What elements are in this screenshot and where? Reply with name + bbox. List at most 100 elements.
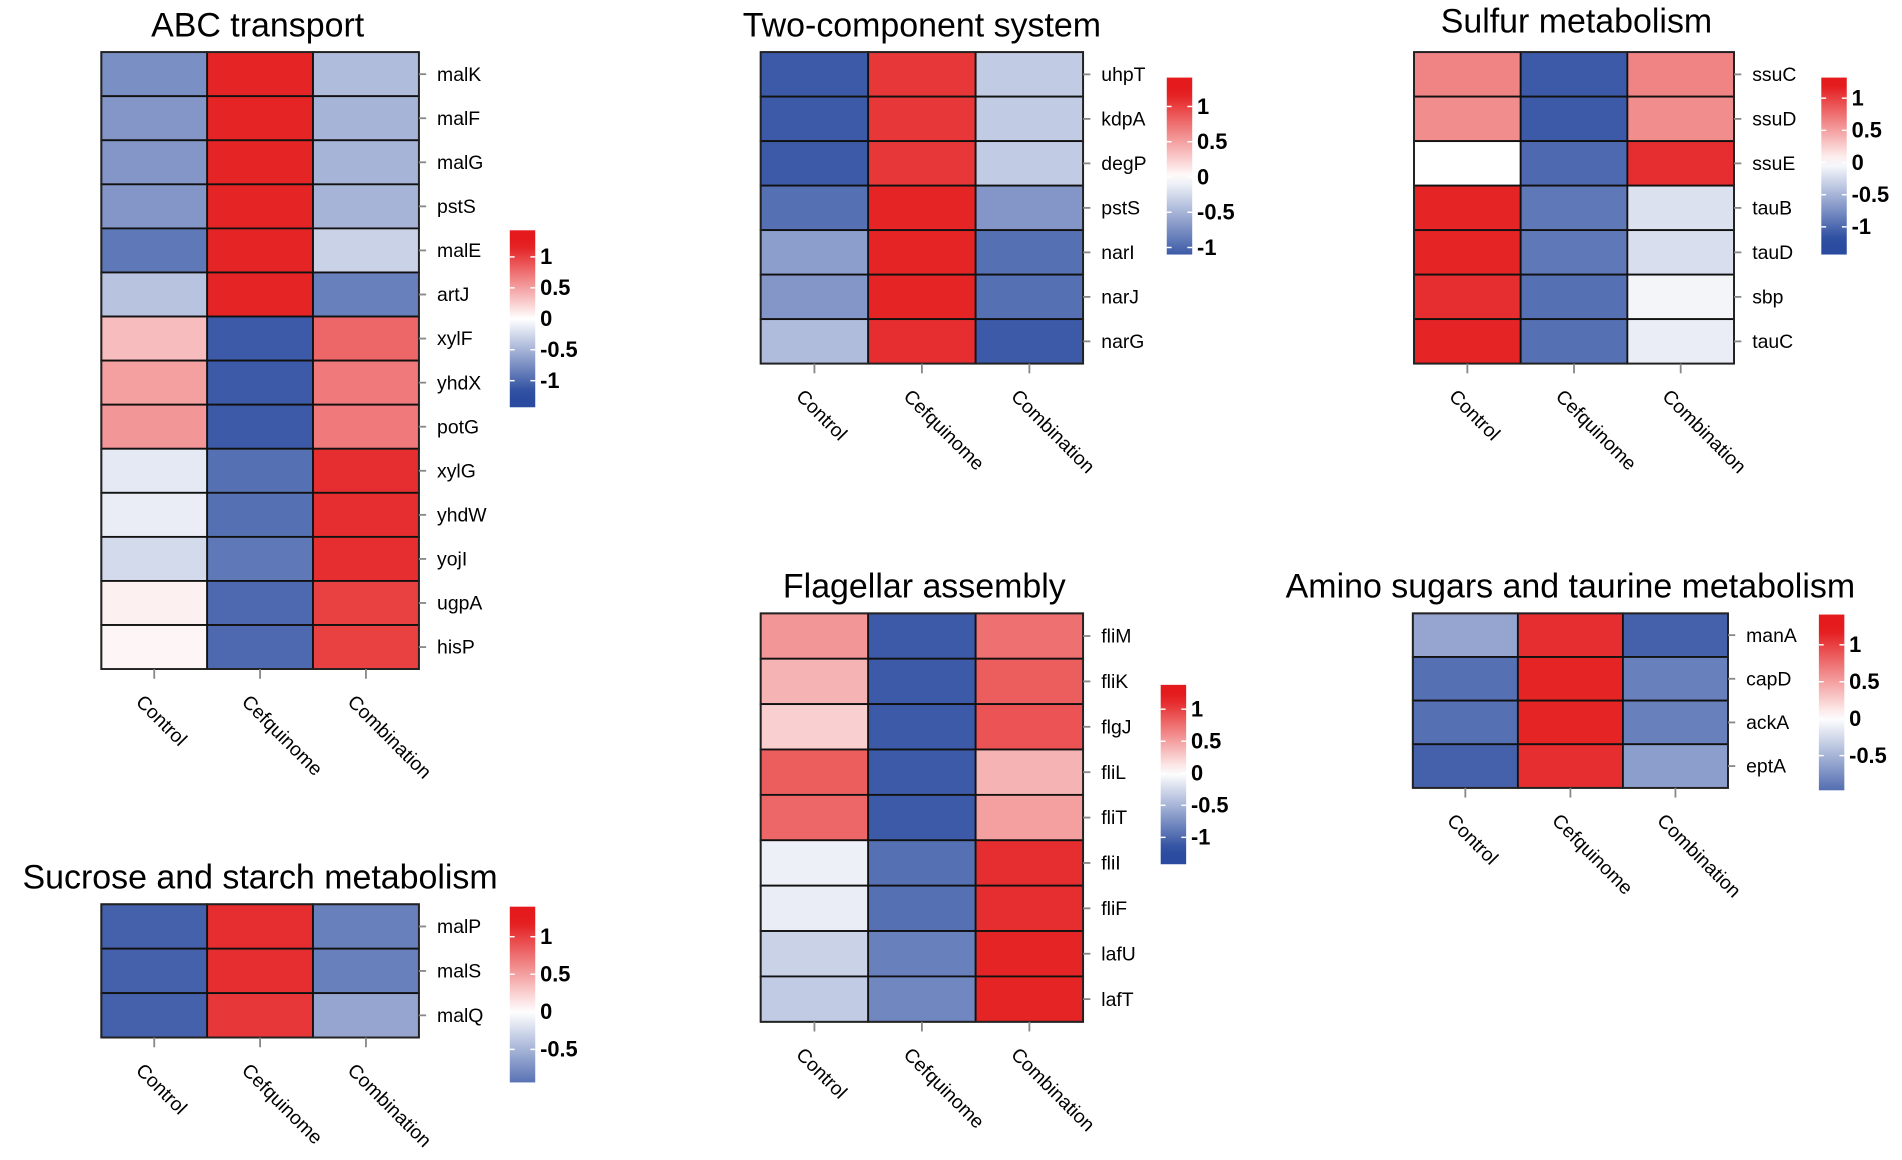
heatmap-cell <box>206 403 314 450</box>
heatmap-cell <box>1516 656 1624 702</box>
row-label: fliK <box>1101 671 1128 693</box>
heatmap-cell <box>312 491 420 538</box>
row-label: degP <box>1101 153 1146 175</box>
heatmap-cell <box>1519 95 1629 143</box>
row-label: hisP <box>437 637 475 659</box>
legend-tick-label: -1 <box>1191 825 1210 850</box>
legend-tick-label: -0.5 <box>1849 743 1887 768</box>
heatmap-cell <box>867 51 977 98</box>
row-label: xylG <box>437 460 476 482</box>
heatmap-cell <box>867 748 977 796</box>
heatmap-cell <box>1626 140 1735 187</box>
column-label: Control <box>131 691 191 751</box>
heatmap-cell <box>100 139 209 186</box>
row-label: potG <box>437 416 479 438</box>
heatmap-cell <box>312 992 420 1039</box>
row-label: yhdX <box>437 372 481 394</box>
row-label: malP <box>437 916 481 938</box>
column-label: Control <box>792 386 852 446</box>
heatmap-cell <box>312 403 420 450</box>
heatmap-cell <box>312 51 420 98</box>
heatmap-cell <box>1622 656 1729 702</box>
heatmap-cell <box>206 315 314 362</box>
heatmap-cell <box>974 884 1085 932</box>
column-label: Cefquinome <box>237 691 326 780</box>
heatmap-cell <box>759 703 870 751</box>
heatmap-cell <box>206 51 314 98</box>
heatmap-cell <box>206 271 314 318</box>
heatmap-cell <box>867 612 977 660</box>
heatmap-cell <box>206 183 314 230</box>
row-label: tauB <box>1752 198 1792 220</box>
legend-tick-label: 1 <box>1197 94 1209 119</box>
row-label: xylF <box>437 328 473 350</box>
heatmap-cell <box>867 930 977 978</box>
heatmap-cell <box>867 140 977 187</box>
column-label: Control <box>1444 386 1504 446</box>
legend-tick-label: 0.5 <box>540 962 570 987</box>
heatmap-cell <box>312 315 420 362</box>
heatmap-cell <box>759 657 870 706</box>
row-label: ugpA <box>437 593 482 615</box>
column-label: Combination <box>343 1059 435 1151</box>
heatmap-cell <box>759 748 870 796</box>
heatmap-cell <box>100 403 209 450</box>
row-label: fliM <box>1101 626 1131 648</box>
heatmap-cell <box>974 703 1085 751</box>
heatmap-cell <box>1626 184 1735 232</box>
row-label: manA <box>1746 625 1797 647</box>
heatmap-cell <box>867 703 977 751</box>
heatmap-cell <box>312 624 420 671</box>
heatmap-cell <box>1626 229 1735 276</box>
heatmap-cell <box>206 580 314 626</box>
panel-title: Flagellar assembly <box>783 568 1066 606</box>
legend-tick-label: -0.5 <box>1852 182 1890 207</box>
heatmap-panel: Sucrose and starch metabolism malP malS mal… <box>23 858 578 1151</box>
heatmap-cell <box>100 271 209 318</box>
legend-tick-label: 1 <box>540 244 552 269</box>
heatmap-cell <box>100 183 209 230</box>
heatmap-cell <box>867 273 977 321</box>
row-label: tauD <box>1752 242 1793 264</box>
heatmap-cell <box>206 227 314 274</box>
heatmap-cell <box>312 535 420 582</box>
row-label: narJ <box>1101 287 1139 309</box>
row-label: narI <box>1101 242 1134 264</box>
heatmap-cell <box>867 793 977 842</box>
row-label: malE <box>437 240 481 262</box>
panel-title: Sulfur metabolism <box>1441 3 1712 41</box>
legend-tick-label: 1 <box>1852 85 1864 110</box>
heatmap-cell <box>1626 95 1735 143</box>
heatmap-cell <box>974 657 1085 706</box>
legend-tick-label: -1 <box>540 368 559 393</box>
heatmap-cell <box>206 903 314 950</box>
heatmap-cell <box>759 839 870 887</box>
heatmap-cell <box>974 839 1085 887</box>
row-label: malS <box>437 961 481 983</box>
column-label: Cefquinome <box>1547 810 1636 899</box>
heatmap-cell <box>206 535 314 582</box>
heatmap-cell <box>974 51 1085 98</box>
heatmap-cell <box>759 884 870 932</box>
heatmap-panel: Flagellar assembly fliM fliK flgJ fliL fliT fl… <box>759 568 1229 1136</box>
color-legend <box>1821 77 1847 255</box>
row-label: yhdW <box>437 505 487 527</box>
heatmap-cell <box>974 748 1085 796</box>
row-label: fliI <box>1101 853 1120 875</box>
heatmap-cell <box>759 930 870 978</box>
heatmap-cell <box>867 839 977 887</box>
heatmap-panel: Amino sugars and taurine metabolism manA c… <box>1286 568 1887 903</box>
heatmap-cell <box>1519 229 1629 276</box>
heatmap-cell <box>1413 140 1522 187</box>
heatmap-cell <box>974 930 1085 978</box>
row-label: malG <box>437 152 483 174</box>
row-label: fliF <box>1101 898 1127 920</box>
row-label: ackA <box>1746 712 1789 734</box>
heatmap-cell <box>1413 51 1522 98</box>
row-label: tauC <box>1752 331 1793 353</box>
heatmap-cell <box>974 229 1085 276</box>
heatmap-cell <box>867 657 977 706</box>
legend-tick-label: 0 <box>540 999 552 1024</box>
heatmap-cell <box>206 992 314 1039</box>
heatmap-cell <box>312 447 420 494</box>
